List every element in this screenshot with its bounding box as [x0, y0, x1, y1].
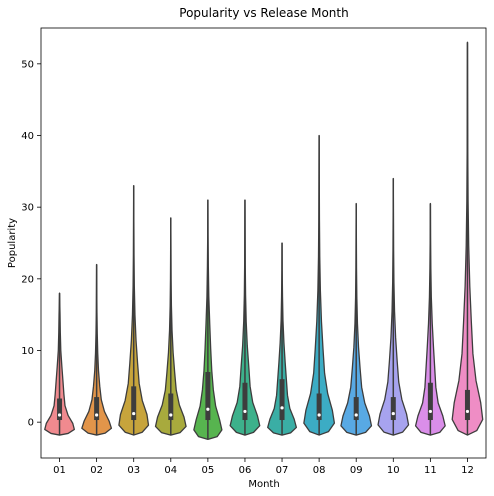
violin-iqr-box [242, 382, 248, 421]
x-tick-label: 03 [127, 465, 140, 476]
x-tick-label: 12 [461, 465, 474, 476]
y-tick-label: 50 [21, 59, 34, 70]
x-tick-label: 05 [202, 465, 215, 476]
y-tick-label: 0 [28, 418, 34, 429]
violin-iqr-box [94, 397, 100, 421]
violin-iqr-box [316, 393, 322, 421]
x-tick-label: 11 [424, 465, 437, 476]
x-tick-label: 10 [387, 465, 400, 476]
x-tick-label: 01 [53, 465, 66, 476]
violin-median [206, 407, 210, 411]
violin-median [169, 413, 173, 417]
y-axis-label: Popularity [7, 218, 18, 268]
violin-iqr-box [427, 382, 433, 421]
y-tick-label: 30 [21, 203, 34, 214]
violin-iqr-box [131, 386, 137, 421]
plot-frame [40, 27, 487, 459]
violin-iqr-box [353, 397, 359, 421]
violin-median [243, 409, 247, 414]
x-tick-label: 08 [313, 465, 326, 476]
violin-iqr-box [168, 393, 174, 421]
violin-median [317, 413, 321, 417]
violin-median [280, 406, 284, 410]
violin-median [391, 411, 395, 416]
y-tick-label: 40 [21, 131, 34, 142]
x-tick-label: 04 [164, 465, 177, 476]
x-tick-label: 02 [90, 465, 103, 476]
violin-median [354, 413, 358, 417]
x-tick-label: 07 [276, 465, 289, 476]
chart-title: Popularity vs Release Month [179, 6, 348, 20]
violin-median [428, 409, 432, 414]
x-tick-label: 06 [239, 465, 252, 476]
x-tick-label: 09 [350, 465, 363, 476]
x-axis-label: Month [248, 479, 279, 490]
violin-iqr-box [464, 389, 470, 421]
plot-area [44, 41, 484, 441]
violin-median [95, 413, 99, 417]
violin-iqr-box [205, 372, 211, 421]
y-tick-label: 20 [21, 274, 34, 285]
violin-iqr-box [57, 398, 63, 421]
violin-iqr-box [279, 379, 285, 421]
violin-median [465, 409, 470, 414]
violin-median [57, 413, 62, 417]
violin-iqr-box [390, 397, 396, 421]
y-tick-label: 10 [21, 346, 34, 357]
violin-median [132, 411, 136, 416]
